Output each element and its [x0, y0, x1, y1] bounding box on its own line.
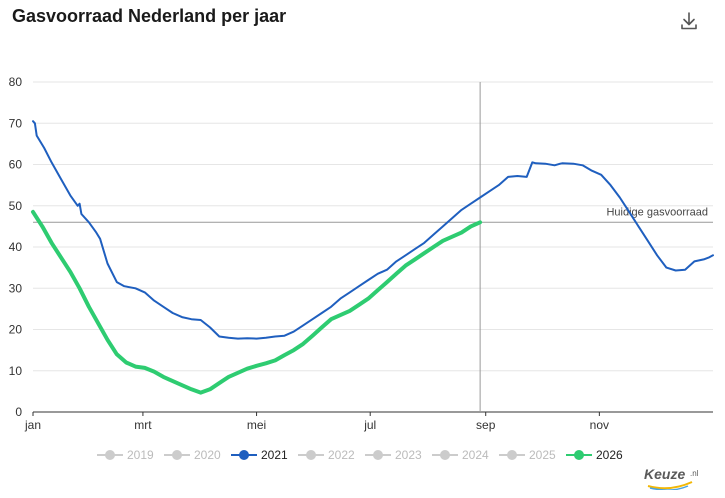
page-title: Gasvoorraad Nederland per jaar: [12, 6, 287, 26]
legend-marker-icon: [566, 450, 592, 460]
chart-legend: 2019 2020 2021 2022 2023 2024 2025 2026: [0, 444, 725, 466]
legend-marker-icon: [97, 450, 123, 460]
brand-text: Keuze: [644, 466, 685, 482]
legend-item-2020[interactable]: 2020: [164, 444, 221, 466]
legend-item-2026[interactable]: 2026: [566, 444, 623, 466]
y-tick-label: 40: [9, 240, 23, 254]
legend-marker-icon: [231, 450, 257, 460]
legend-marker-icon: [499, 450, 525, 460]
y-tick-label: 10: [9, 364, 23, 378]
y-tick-label: 30: [9, 281, 23, 295]
legend-item-2024[interactable]: 2024: [432, 444, 489, 466]
series-line-2026: [31, 209, 483, 395]
keuze-logo-swoosh: [647, 481, 693, 490]
x-tick-label: nov: [590, 418, 609, 432]
legend-item-2021[interactable]: 2021: [231, 444, 288, 466]
brand-logo: Keuze .nl: [640, 462, 710, 491]
legend-label: 2020: [194, 448, 221, 462]
y-tick-label: 50: [9, 199, 23, 213]
legend-label: 2024: [462, 448, 489, 462]
legend-label: 2021: [261, 448, 288, 462]
reference-line-label: Huidige gasvoorraad: [606, 206, 708, 218]
y-tick-label: 80: [9, 75, 23, 89]
legend-label: 2022: [328, 448, 355, 462]
legend-label: 2026: [596, 448, 623, 462]
brand-suffix: .nl: [690, 469, 699, 478]
y-tick-label: 20: [9, 323, 23, 337]
legend-item-2019[interactable]: 2019: [97, 444, 154, 466]
legend-marker-icon: [432, 450, 458, 460]
legend-marker-icon: [365, 450, 391, 460]
y-tick-label: 70: [9, 116, 23, 130]
legend-item-2025[interactable]: 2025: [499, 444, 556, 466]
x-tick-label: jul: [363, 418, 376, 432]
legend-label: 2019: [127, 448, 154, 462]
y-tick-label: 0: [15, 405, 22, 419]
x-tick-label: mrt: [134, 418, 152, 432]
download-icon[interactable]: [678, 10, 700, 32]
legend-item-2023[interactable]: 2023: [365, 444, 422, 466]
legend-label: 2023: [395, 448, 422, 462]
x-tick-label: mei: [247, 418, 266, 432]
legend-marker-icon: [164, 450, 190, 460]
x-tick-label: jan: [24, 418, 41, 432]
series-line-2021: [32, 120, 714, 340]
legend-marker-icon: [298, 450, 324, 460]
x-tick-label: sep: [476, 418, 496, 432]
y-tick-label: 60: [9, 158, 23, 172]
legend-item-2022[interactable]: 2022: [298, 444, 355, 466]
legend-label: 2025: [529, 448, 556, 462]
